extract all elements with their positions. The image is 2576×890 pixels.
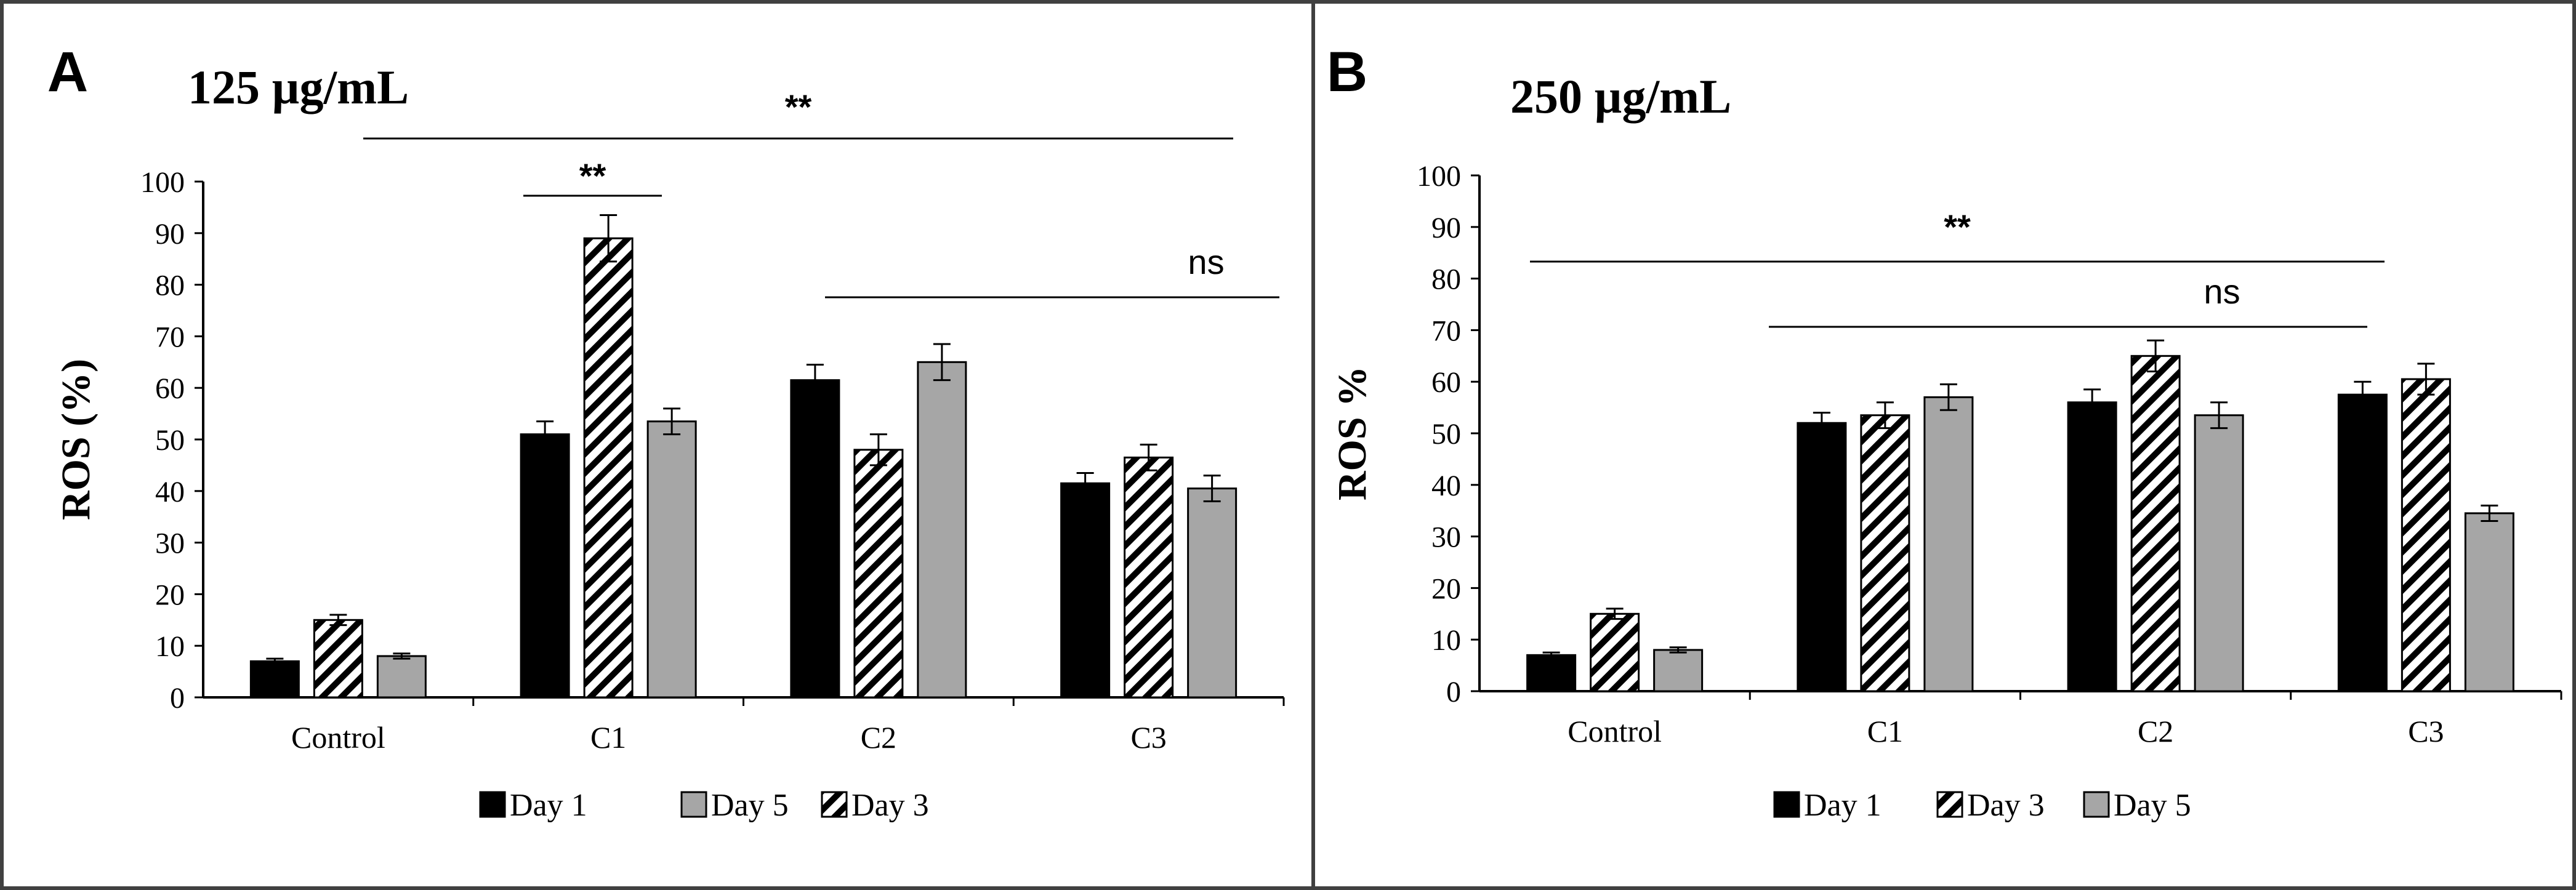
panel-b-legend-swatch-day5: [2083, 791, 2110, 818]
panel-a-x-tick-label: C1: [590, 720, 626, 755]
panel-b-bar-day5-c2: [2194, 414, 2244, 692]
panel-a-x-tick-label: C2: [861, 720, 896, 755]
panel-b-x-tick-label: C1: [1867, 714, 1903, 748]
panel-b-y-tick-label: 80: [1431, 263, 1461, 296]
panel-b-legend-label: Day 1: [1804, 788, 1882, 823]
panel-b-y-tick-label: 0: [1446, 676, 1461, 708]
panel-b-x-tick-label: Control: [1568, 714, 1662, 748]
panel-b-y-tick-label: 50: [1431, 418, 1461, 451]
panel-b-bar-day1-c2: [2067, 401, 2117, 692]
panel-a-bar-day1-c3: [1060, 482, 1111, 699]
panel-b-bar-day1-c3: [2337, 393, 2388, 692]
panel-a-y-tick-label: 40: [155, 476, 185, 508]
panel-a-y-tick-label: 20: [155, 579, 185, 611]
panel-b-x-tick-label: C2: [2138, 714, 2173, 748]
panel-a-bar-day3-c2: [853, 449, 904, 699]
panel-b-bar-day3-c1: [1860, 414, 1910, 692]
panel-a-annotation-label: ns: [1188, 243, 1224, 281]
panel-a-y-tick-label: 50: [155, 424, 185, 457]
panel-a-x-tick-label: C3: [1130, 720, 1166, 755]
panel-b-y-axis-label: ROS %: [1330, 366, 1375, 500]
panel-b-y-tick-label: 70: [1431, 315, 1461, 347]
panel-b-bar-day5-c3: [2464, 512, 2514, 692]
panel-a-y-tick-label: 80: [155, 270, 185, 302]
panel-b-y-tick-label: 30: [1431, 521, 1461, 554]
panel-b-x-tick-label: C3: [2408, 714, 2444, 748]
panel-a-y-tick-label: 90: [155, 218, 185, 251]
panel-b-legend-swatch-day1: [1773, 791, 1800, 818]
panel-b-y-tick-label: 40: [1431, 470, 1461, 502]
panel-a-bar-day5-control: [376, 655, 427, 699]
panel-b-legend-label: Day 5: [2114, 788, 2191, 823]
panel-b-y-tick-label: 90: [1431, 212, 1461, 244]
panel-a-bar-day5-c3: [1187, 487, 1238, 699]
panel-b-y-tick-label: 100: [1417, 160, 1461, 193]
panel-a-legend-label: Day 3: [851, 788, 929, 823]
panel-a-y-tick-label: 60: [155, 372, 185, 405]
panel-b-annotation-label: **: [1944, 207, 1971, 246]
panel-a-legend-label: Day 5: [711, 788, 789, 823]
panel-a-bar-day3-c3: [1124, 456, 1174, 699]
panel-b-bar-day3-c3: [2401, 378, 2451, 692]
panel-a-bar-day3-control: [313, 619, 363, 699]
panel-b-annotation-label: ns: [2204, 272, 2240, 311]
panel-a-bar-day5-c1: [646, 420, 697, 699]
panel-a-bar-day1-c2: [790, 379, 840, 699]
panel-a-annotation-label: **: [785, 87, 812, 126]
panel-b-bar-day5-c1: [1923, 396, 1974, 692]
panel-a-y-tick-label: 0: [170, 682, 185, 715]
panel-a-y-tick-label: 100: [140, 166, 185, 199]
panel-a-title: 125 µg/mL: [188, 60, 409, 114]
panel-a-bar-day1-control: [249, 660, 300, 699]
panel-a-legend-label: Day 1: [510, 788, 587, 823]
panel-a-y-tick-label: 70: [155, 321, 185, 353]
panel-a-bar-day3-c1: [583, 237, 634, 699]
panel-b-bar-day5-control: [1653, 649, 1704, 692]
panel-a-bar-day1-c1: [520, 433, 570, 699]
panel-b-legend-label: Day 3: [1967, 788, 2045, 823]
panel-a-y-axis-label: ROS (%): [54, 359, 99, 520]
panel-a-y-tick-label: 30: [155, 527, 185, 560]
panel-b-bar-day3-c2: [2130, 355, 2181, 692]
panel-b-bar-day1-c1: [1797, 422, 1847, 692]
panel-a-legend-swatch-day3: [821, 791, 848, 818]
panel-a-annotation-label: **: [579, 156, 606, 195]
panel-b-title: 250 µg/mL: [1510, 70, 1731, 123]
panel-b-bar-day1-control: [1526, 654, 1577, 692]
panel-b-chart: B 250 µg/mL ROS % 0 10 20 30 40 50 60 70 80 90 100 Con…: [1327, 41, 2562, 823]
panel-a-legend-swatch-day5: [680, 791, 707, 818]
panel-a-chart: A 125 µg/mL ROS (%) 0 10 20 30 40 50 60 70 80 90 100 C…: [47, 41, 1285, 823]
panel-a-bar-day5-c2: [917, 361, 967, 699]
panel-b-bar-day3-control: [1590, 612, 1640, 692]
panel-b-y-tick-label: 60: [1431, 366, 1461, 399]
panel-a-y-tick-label: 10: [155, 630, 185, 663]
panel-a-x-tick-label: Control: [291, 720, 385, 755]
panel-b-y-tick-label: 10: [1431, 624, 1461, 657]
panel-a-legend-swatch-day1: [479, 791, 506, 818]
panel-b-y-tick-label: 20: [1431, 572, 1461, 605]
panel-b-legend-swatch-day3: [1936, 791, 1963, 818]
panel-a-letter: A: [47, 41, 88, 103]
panel-b-letter: B: [1327, 41, 1367, 103]
